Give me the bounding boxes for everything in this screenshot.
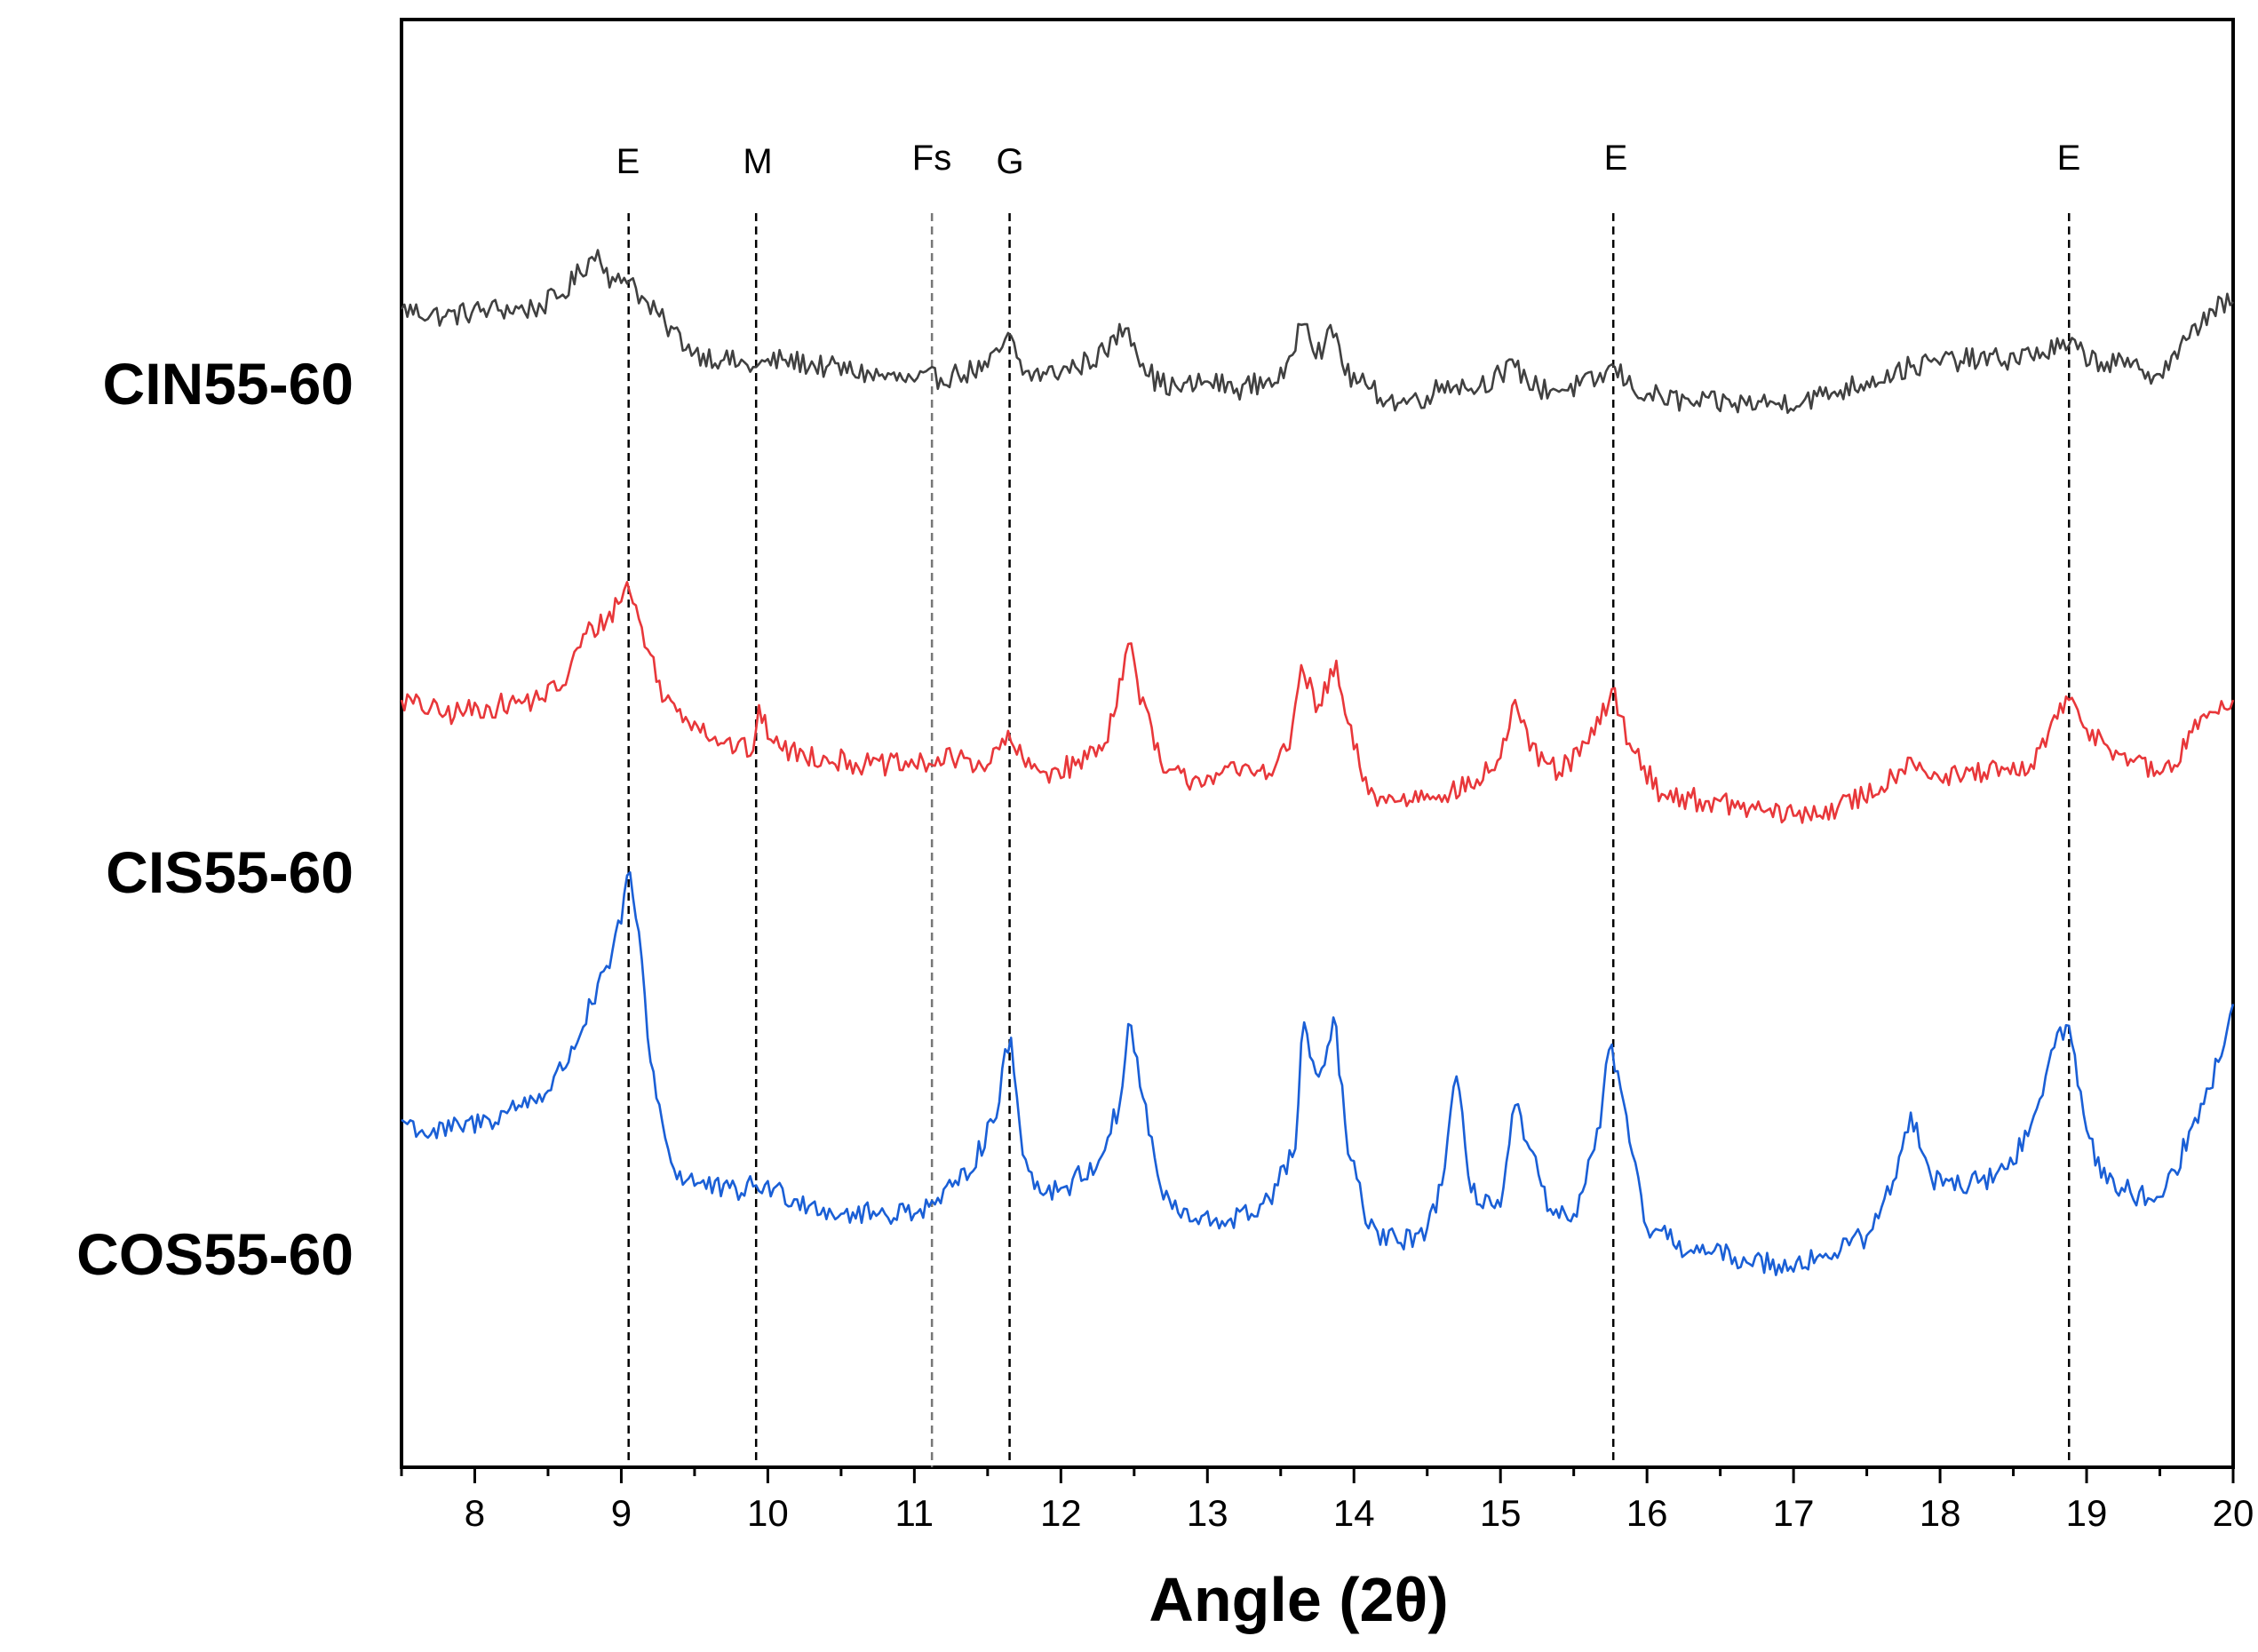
series-line-cis55-60 (400, 581, 2235, 824)
phase-label-e-1: E (616, 142, 640, 181)
x-tick-label-14: 14 (1333, 1492, 1375, 1534)
x-tick-label-19: 19 (2066, 1492, 2108, 1534)
x-tick-label-20: 20 (2213, 1492, 2254, 1534)
series-traces (400, 249, 2235, 1276)
series-label-cos: COS55-60 (76, 1221, 354, 1287)
x-tick-label-16: 16 (1626, 1492, 1668, 1534)
x-tick-label-17: 17 (1773, 1492, 1815, 1534)
x-tick-label-12: 12 (1040, 1492, 1082, 1534)
phase-label-e-2: E (1604, 139, 1628, 178)
x-tick-label-11: 11 (895, 1492, 934, 1534)
phase-label-e-3: E (2057, 139, 2081, 178)
plot-frame (400, 18, 2235, 1469)
phase-label-g: G (996, 142, 1023, 181)
x-tick-label-8: 8 (465, 1492, 485, 1534)
phase-label-fs: Fs (912, 139, 951, 178)
series-label-cin: CIN55-60 (103, 351, 354, 417)
x-tick-label-18: 18 (1920, 1492, 1961, 1534)
x-tick-label-13: 13 (1187, 1492, 1228, 1534)
x-axis-ticks: 8 9 10 11 12 13 14 15 16 17 18 19 20 (400, 1467, 2254, 1534)
x-tick-label-15: 15 (1480, 1492, 1522, 1534)
phase-markers (627, 213, 2071, 1467)
x-axis-title: Angle (2θ) (1149, 1565, 1448, 1634)
series-label-cis: CIS55-60 (106, 839, 354, 905)
phase-label-m: M (743, 142, 772, 181)
series-line-cos55-60 (401, 870, 2235, 1276)
x-tick-label-10: 10 (747, 1492, 789, 1534)
x-tick-label-9: 9 (611, 1492, 632, 1534)
series-line-cin55-60 (400, 249, 2234, 415)
